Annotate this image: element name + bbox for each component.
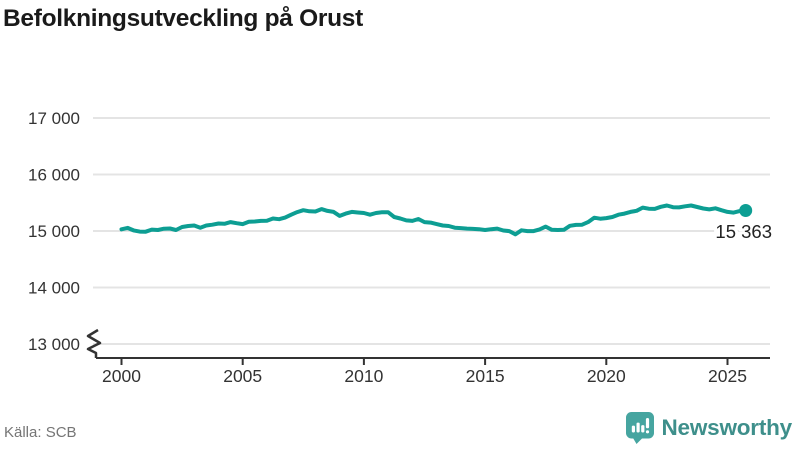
y-tick-label: 13 000: [28, 335, 80, 354]
x-tick-label: 2025: [708, 366, 747, 386]
newsworthy-bars-icon: [626, 412, 655, 444]
y-tick-label: 15 000: [28, 222, 80, 241]
y-tick-label: 16 000: [28, 166, 80, 185]
x-tick-label: 2010: [344, 366, 383, 386]
x-tick-label: 2015: [466, 366, 505, 386]
latest-value-label: 15 363: [715, 221, 772, 242]
page-title: Befolkningsutveckling på Orust: [3, 5, 363, 32]
x-tick-label: 2020: [587, 366, 626, 386]
y-tick-label: 14 000: [28, 279, 80, 298]
newsworthy-wordmark: Newsworthy: [661, 415, 792, 440]
latest-point-marker: [739, 204, 753, 217]
x-tick-label: 2000: [102, 366, 141, 386]
axis-break-icon: [86, 328, 102, 358]
population-line: [119, 203, 748, 237]
y-tick-label: 17 000: [28, 109, 80, 128]
newsworthy-logo: Newsworthy: [626, 412, 792, 444]
source-label: Källa: SCB: [4, 424, 77, 441]
x-tick-label: 2005: [223, 366, 262, 386]
